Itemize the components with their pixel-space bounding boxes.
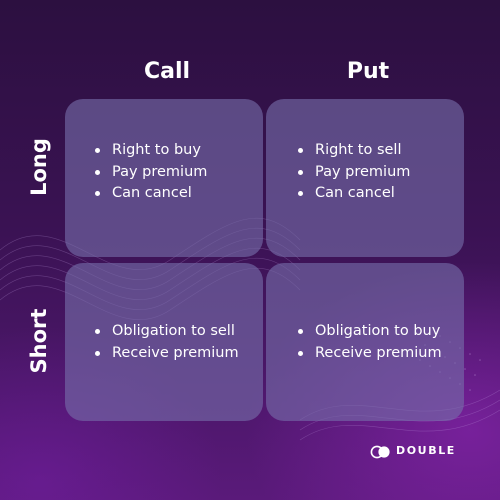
cell-short-put xyxy=(266,263,464,421)
list-item: Receive premium xyxy=(298,343,442,365)
list-item: Pay premium xyxy=(298,162,410,184)
list-item: Obligation to buy xyxy=(298,321,442,343)
cell-long-call xyxy=(65,99,263,257)
list-item: Obligation to sell xyxy=(95,321,239,343)
list-item: Right to sell xyxy=(298,140,410,162)
column-header-put: Put xyxy=(346,59,390,84)
row-header-short: Short xyxy=(27,308,51,374)
double-circle-logo-icon xyxy=(370,444,392,459)
brand-name: DOUBLE xyxy=(396,444,456,457)
cell-short-call xyxy=(65,263,263,421)
row-header-long: Long xyxy=(27,138,51,196)
column-header-call: Call xyxy=(143,59,191,84)
list-item: Pay premium xyxy=(95,162,207,184)
list-item: Can cancel xyxy=(95,183,207,205)
list-item: Receive premium xyxy=(95,343,239,365)
long-call-list: Right to buy Pay premium Can cancel xyxy=(95,140,207,205)
long-put-list: Right to sell Pay premium Can cancel xyxy=(298,140,410,205)
list-item: Right to buy xyxy=(95,140,207,162)
brand-logo: DOUBLE xyxy=(370,443,456,459)
short-call-list: Obligation to sell Receive premium xyxy=(95,321,239,364)
cell-long-put xyxy=(266,99,464,257)
short-put-list: Obligation to buy Receive premium xyxy=(298,321,442,364)
list-item: Can cancel xyxy=(298,183,410,205)
